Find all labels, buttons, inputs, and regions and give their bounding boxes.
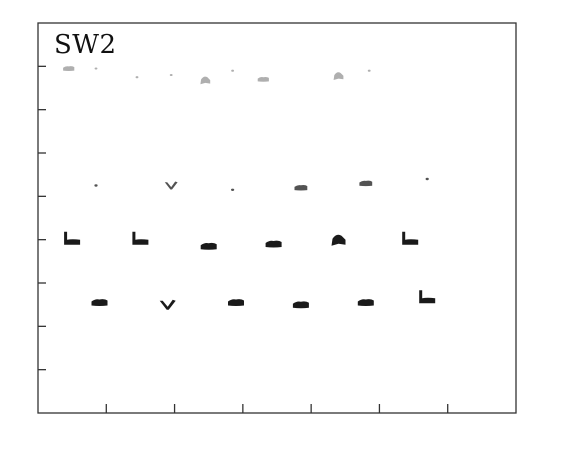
data-point-s3-2 [132, 232, 148, 245]
data-point-s1-3 [136, 76, 139, 78]
data-point-s3-3 [201, 243, 217, 250]
data-point-s1-9 [368, 70, 371, 72]
data-point-s1-4 [170, 74, 173, 76]
plot-frame [38, 23, 516, 413]
data-point-s4-3 [228, 299, 244, 306]
data-point-s4-2 [160, 300, 176, 310]
data-point-s3-1 [64, 232, 80, 245]
data-point-s2-4 [295, 185, 308, 190]
data-point-s4-6 [419, 290, 435, 303]
data-point-s1-7 [258, 77, 269, 82]
axis-ticks [38, 66, 448, 413]
data-point-s1-8 [334, 72, 344, 80]
data-point-s3-6 [402, 232, 418, 245]
panel-label: SW2 [54, 30, 117, 60]
data-point-s2-1 [94, 184, 97, 186]
data-point-s1-6 [231, 70, 234, 72]
data-point-s1-5 [200, 77, 210, 85]
data-point-s2-5 [359, 181, 372, 186]
data-point-s1-2 [95, 67, 98, 69]
data-point-s4-5 [358, 299, 374, 306]
data-point-s4-1 [92, 299, 108, 306]
data-point-s1-1 [63, 66, 74, 71]
data-point-s3-5 [332, 235, 346, 246]
data-point-s2-6 [426, 178, 429, 180]
data-point-s3-4 [266, 241, 282, 248]
data-point-s4-4 [293, 301, 309, 308]
data-point-s2-3 [231, 189, 234, 191]
data-marks [63, 66, 435, 310]
data-point-s2-2 [165, 182, 178, 190]
